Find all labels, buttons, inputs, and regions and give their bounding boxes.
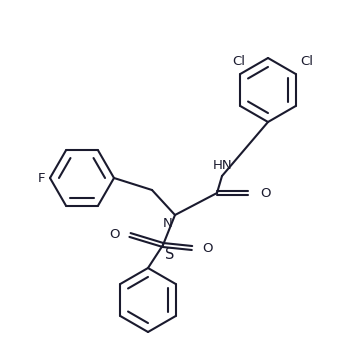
Text: O: O	[110, 228, 120, 242]
Text: HN: HN	[213, 159, 233, 171]
Text: N: N	[163, 217, 173, 230]
Text: O: O	[260, 187, 271, 199]
Text: Cl: Cl	[232, 55, 245, 68]
Text: O: O	[202, 242, 212, 255]
Text: Cl: Cl	[301, 55, 314, 68]
Text: F: F	[37, 171, 45, 184]
Text: S: S	[165, 247, 174, 262]
